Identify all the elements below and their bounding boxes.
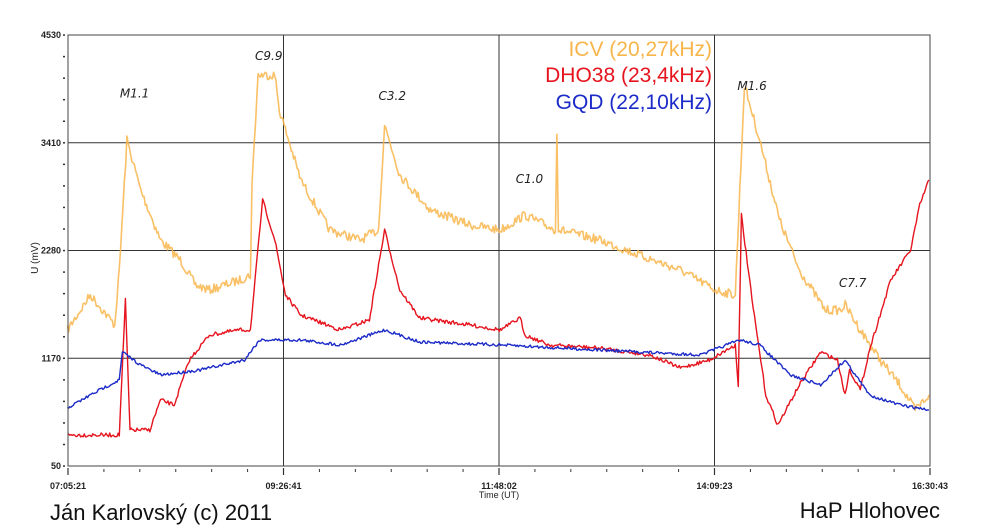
grid xyxy=(68,35,930,466)
series-layer xyxy=(66,71,930,438)
flare-annotation: C1.0 xyxy=(516,172,544,186)
author-credit: Ján Karlovský (c) 2011 xyxy=(50,500,272,525)
series-line-icv xyxy=(66,71,930,411)
observatory-credit: HaP Hlohovec xyxy=(800,498,940,523)
y-tick-label: 3410 xyxy=(41,138,61,148)
x-tick-label: 16:30:43 xyxy=(912,481,948,491)
y-tick-mark xyxy=(63,34,65,36)
y-minor-tick xyxy=(63,55,65,58)
y-tick-label: 1170 xyxy=(41,353,61,363)
legend-gqd: GQD (22,10kHz) xyxy=(556,91,712,114)
flare-annotation: M1.1 xyxy=(120,87,149,101)
x-tick-label: 09:26:41 xyxy=(265,481,301,491)
legend-dho38: DHO38 (23,4kHz) xyxy=(545,64,712,87)
axis-ticks: 4530 3410 2280 1170 50 07:05:21 09:26:41 11:48:… xyxy=(41,30,948,491)
y-tick-label: 2280 xyxy=(41,246,61,256)
y-tick-label: 50 xyxy=(51,461,61,471)
x-axis-label: Time (UT) xyxy=(479,490,519,500)
flare-annotation: C3.2 xyxy=(378,89,405,103)
series-line-gqd xyxy=(67,328,929,411)
y-axis-label: U (mV) xyxy=(30,242,41,274)
flare-annotation: C9.9 xyxy=(255,49,282,63)
y-minor-tick xyxy=(63,271,65,273)
y-tick-label: 4530 xyxy=(41,30,61,40)
annotations: M1.1 C9.9 C3.2 C1.0 M1.6 C7.7 xyxy=(120,49,867,290)
series-line-dho38 xyxy=(67,179,930,438)
x-tick-label: 14:09:23 xyxy=(696,481,732,491)
y-minor-tick xyxy=(63,120,65,122)
y-minor-tick xyxy=(63,336,65,338)
y-minor-tick xyxy=(63,379,65,381)
y-tick-mark xyxy=(63,249,65,252)
y-minor-tick xyxy=(63,228,65,230)
y-minor-tick xyxy=(63,443,65,446)
flare-annotation: C7.7 xyxy=(839,276,867,290)
plot-frame xyxy=(67,34,931,467)
y-tick-mark xyxy=(63,142,65,144)
y-minor-tick xyxy=(63,422,65,424)
y-minor-tick xyxy=(63,185,65,187)
y-minor-tick xyxy=(63,163,65,166)
y-minor-tick xyxy=(63,98,65,101)
y-tick-mark xyxy=(63,357,65,360)
x-tick-label: 07:05:21 xyxy=(50,481,86,491)
y-minor-tick xyxy=(63,314,65,316)
y-minor-tick xyxy=(63,77,65,79)
flare-annotation: M1.6 xyxy=(737,79,767,93)
y-minor-tick xyxy=(63,292,65,295)
y-minor-tick xyxy=(63,400,65,403)
y-tick-mark xyxy=(63,465,65,467)
x-tick-label: 11:48:02 xyxy=(481,481,517,491)
y-minor-tick xyxy=(63,206,65,209)
legend-icv: ICV (20,27kHz) xyxy=(568,38,712,61)
